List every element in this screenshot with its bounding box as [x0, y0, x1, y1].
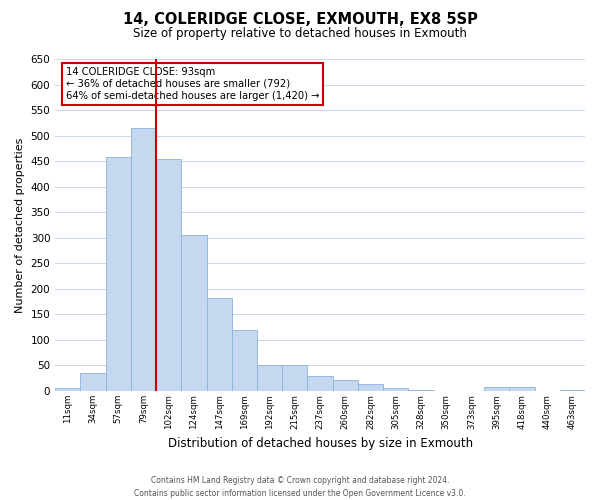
Y-axis label: Number of detached properties: Number of detached properties	[15, 138, 25, 312]
Bar	[560, 390, 585, 391]
Text: 14 COLERIDGE CLOSE: 93sqm
← 36% of detached houses are smaller (792)
64% of semi: 14 COLERIDGE CLOSE: 93sqm ← 36% of detac…	[66, 68, 319, 100]
Bar	[156, 158, 181, 391]
Bar	[257, 366, 282, 391]
Bar	[535, 390, 560, 391]
Bar	[282, 366, 307, 391]
Bar	[307, 376, 332, 391]
Bar	[332, 380, 358, 391]
Bar	[484, 388, 509, 391]
Bar	[106, 157, 131, 391]
Bar	[434, 390, 459, 391]
X-axis label: Distribution of detached houses by size in Exmouth: Distribution of detached houses by size …	[167, 437, 473, 450]
Bar	[232, 330, 257, 391]
Bar	[509, 388, 535, 391]
Bar	[181, 235, 206, 391]
Bar	[459, 390, 484, 391]
Bar	[131, 128, 156, 391]
Bar	[80, 373, 106, 391]
Text: Contains HM Land Registry data © Crown copyright and database right 2024.
Contai: Contains HM Land Registry data © Crown c…	[134, 476, 466, 498]
Bar	[358, 384, 383, 391]
Text: Size of property relative to detached houses in Exmouth: Size of property relative to detached ho…	[133, 28, 467, 40]
Bar	[409, 390, 434, 391]
Text: 14, COLERIDGE CLOSE, EXMOUTH, EX8 5SP: 14, COLERIDGE CLOSE, EXMOUTH, EX8 5SP	[122, 12, 478, 28]
Bar	[206, 298, 232, 391]
Bar	[55, 388, 80, 391]
Bar	[383, 388, 409, 391]
